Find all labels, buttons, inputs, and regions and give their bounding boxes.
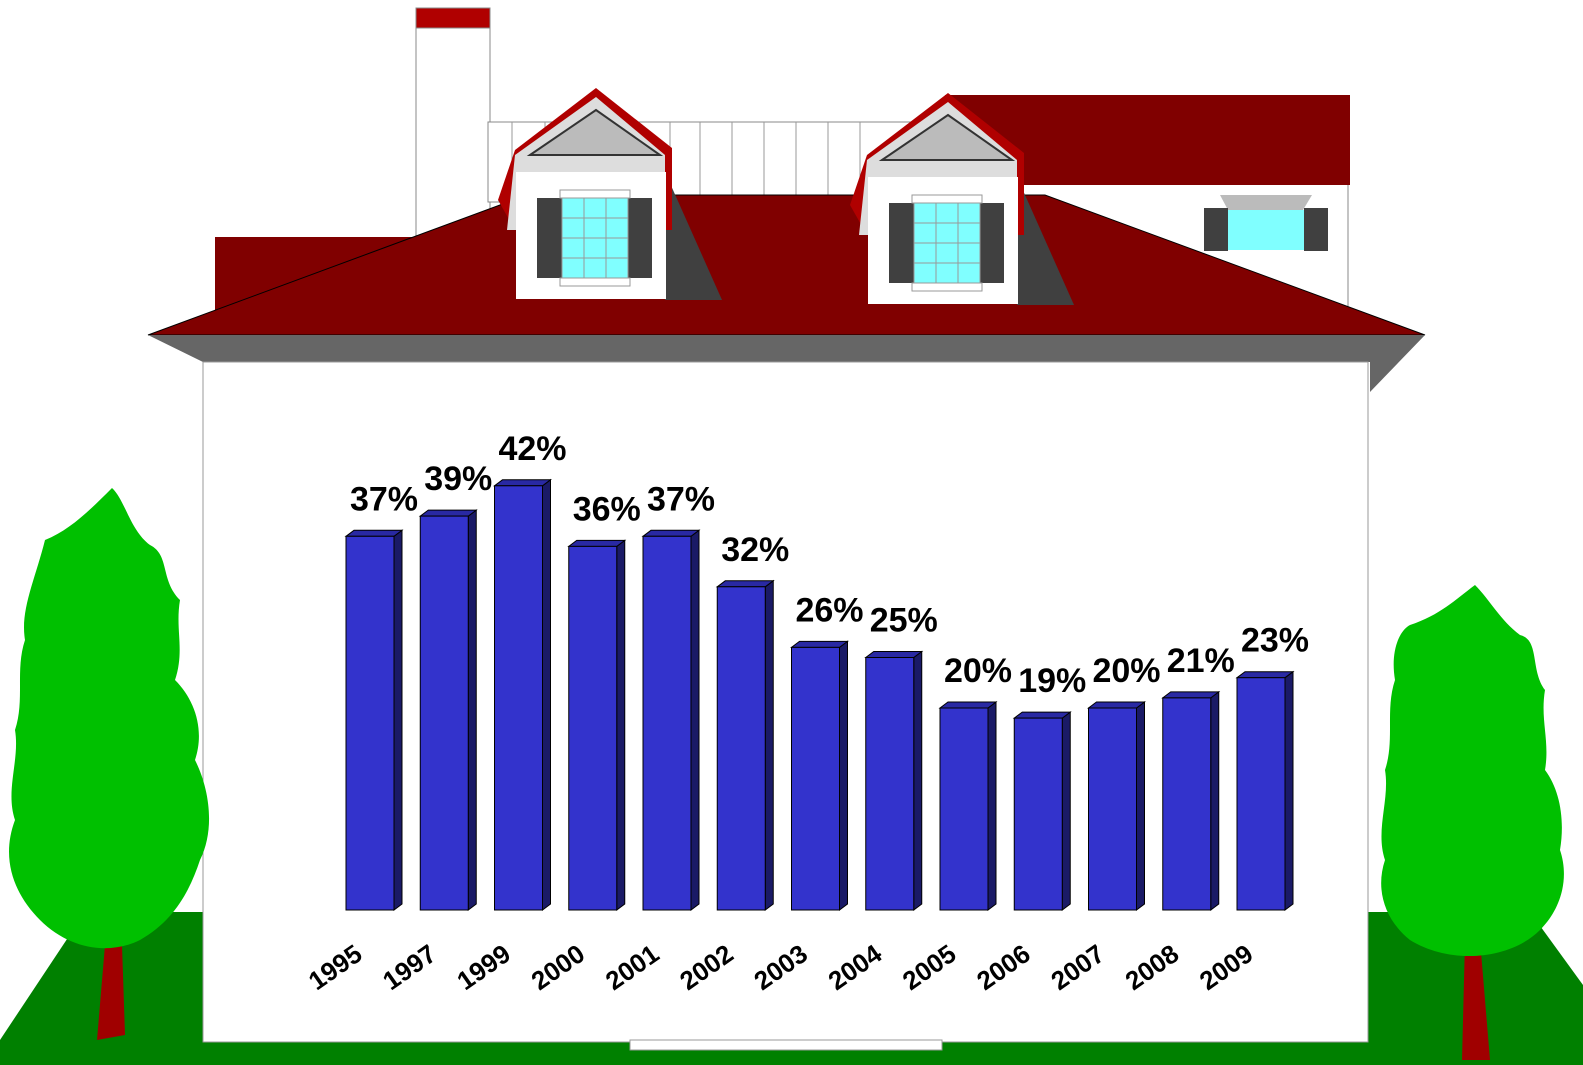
chimney xyxy=(415,7,491,244)
value-label: 36% xyxy=(573,490,641,528)
chimney-top xyxy=(415,7,491,29)
value-label: 20% xyxy=(944,652,1012,690)
bar xyxy=(864,650,924,911)
bar xyxy=(1087,701,1146,911)
bar xyxy=(641,529,701,911)
value-label: 32% xyxy=(721,531,789,569)
value-label: 25% xyxy=(870,602,938,640)
bar xyxy=(715,579,775,911)
tree xyxy=(9,488,210,1040)
value-label: 37% xyxy=(350,480,418,518)
bar xyxy=(418,509,478,911)
shutter xyxy=(1304,208,1328,251)
value-label: 21% xyxy=(1167,642,1235,680)
value-label: 19% xyxy=(1018,662,1086,700)
value-label: 37% xyxy=(647,480,715,518)
bar xyxy=(1235,670,1295,911)
dormer xyxy=(498,88,722,300)
tree xyxy=(1381,585,1564,1060)
bar xyxy=(938,701,998,911)
window-top xyxy=(1220,195,1312,210)
dormer xyxy=(850,93,1074,305)
value-label: 39% xyxy=(424,460,492,498)
bar xyxy=(1012,711,1072,911)
bar xyxy=(493,478,552,911)
value-label: 23% xyxy=(1241,622,1309,660)
window xyxy=(1228,210,1304,250)
step xyxy=(629,1039,943,1051)
bar xyxy=(567,539,627,911)
eave xyxy=(148,335,1425,392)
bar xyxy=(344,529,404,911)
value-label: 26% xyxy=(795,591,863,629)
value-label: 20% xyxy=(1092,652,1160,690)
shutter xyxy=(1204,208,1228,251)
bar xyxy=(1161,690,1221,911)
value-label: 42% xyxy=(498,430,566,468)
bar xyxy=(790,640,849,911)
